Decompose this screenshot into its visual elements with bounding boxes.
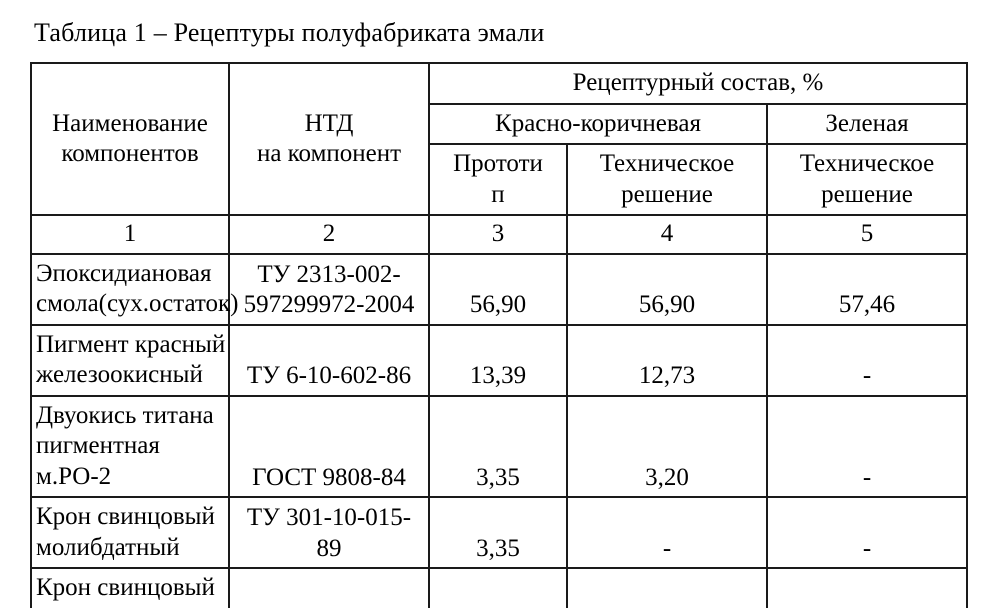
- header-prototype: Прототи п: [429, 144, 567, 215]
- cell-value: 3,35: [429, 497, 567, 568]
- cell-name: Эпоксидиановая смола(сух.остаток): [31, 254, 229, 325]
- colnum-3: 3: [429, 215, 567, 254]
- document-page: Таблица 1 – Рецептуры полуфабриката эмал…: [0, 0, 1000, 608]
- cell-value: 3,35: [429, 396, 567, 498]
- cell-value: -: [767, 325, 967, 396]
- cell-value: 12,73: [567, 325, 767, 396]
- cell-value: 56,90: [567, 254, 767, 325]
- cell-value: -: [767, 497, 967, 568]
- table-header: Наименование компонентов НТД на компонен…: [31, 63, 967, 215]
- cell-value: 13,39: [429, 325, 567, 396]
- cell-name: Крон свинцовыймолибдатный: [31, 497, 229, 568]
- colnum-4: 4: [567, 215, 767, 254]
- column-number-row: 1 2 3 4 5: [31, 215, 967, 254]
- table-body: 1 2 3 4 5 Эпоксидиановая смола(сух.остат…: [31, 215, 967, 608]
- header-composition: Рецептурный состав, %: [429, 63, 967, 104]
- cell-value: 2,13: [567, 568, 767, 608]
- cell-value: 2,23: [429, 568, 567, 608]
- table-row: Пигмент красныйжелезоокисныйТУ 6-10-602-…: [31, 325, 967, 396]
- cell-ntd: ТУ 6-10-602-86: [229, 325, 429, 396]
- cell-value: -: [567, 497, 767, 568]
- cell-ntd: ГОСТ 9808-84: [229, 396, 429, 498]
- header-ntd: НТД на компонент: [229, 63, 429, 215]
- header-name: Наименование компонентов: [31, 63, 229, 215]
- cell-value: 57,46: [767, 254, 967, 325]
- cell-name: Крон свинцовыйжелтый: [31, 568, 229, 608]
- header-tech1: Техническое решение: [567, 144, 767, 215]
- table-row: Крон свинцовыйжелтыйГОСТ 478-802,232,13-: [31, 568, 967, 608]
- colnum-1: 1: [31, 215, 229, 254]
- cell-name: Двуокись титана пигментнаям.РО-2: [31, 396, 229, 498]
- table-row: Эпоксидиановая смола(сух.остаток)ТУ 2313…: [31, 254, 967, 325]
- cell-value: -: [767, 568, 967, 608]
- cell-ntd: ТУ 301-10-015-89: [229, 497, 429, 568]
- table-row: Двуокись титана пигментнаям.РО-2ГОСТ 980…: [31, 396, 967, 498]
- cell-ntd: ГОСТ 478-80: [229, 568, 429, 608]
- cell-ntd: ТУ 2313-002-597299972-2004: [229, 254, 429, 325]
- header-redbrown: Красно-коричневая: [429, 104, 767, 145]
- table-row: Крон свинцовыймолибдатныйТУ 301-10-015-8…: [31, 497, 967, 568]
- cell-value: -: [767, 396, 967, 498]
- colnum-5: 5: [767, 215, 967, 254]
- colnum-2: 2: [229, 215, 429, 254]
- cell-name: Пигмент красныйжелезоокисный: [31, 325, 229, 396]
- header-green: Зеленая: [767, 104, 967, 145]
- recipe-table: Наименование компонентов НТД на компонен…: [30, 62, 968, 608]
- header-tech2: Техническое решение: [767, 144, 967, 215]
- cell-value: 3,20: [567, 396, 767, 498]
- table-title: Таблица 1 – Рецептуры полуфабриката эмал…: [34, 18, 970, 48]
- cell-value: 56,90: [429, 254, 567, 325]
